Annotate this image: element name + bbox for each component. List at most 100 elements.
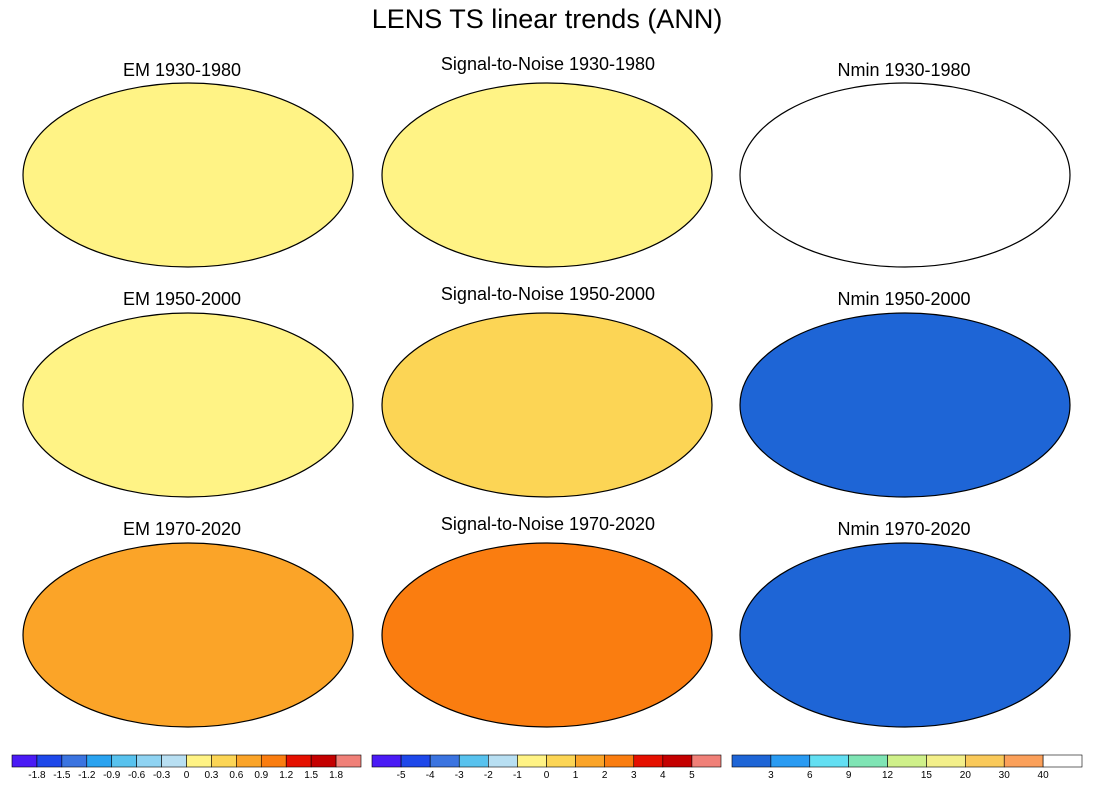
panel-title-em-1950-2000: EM 1950-2000: [122, 289, 242, 309]
panel-title-em-1930-1980: EM 1930-1980: [122, 60, 242, 80]
map-background: [740, 313, 1070, 497]
colorbar-swatch: [633, 754, 664, 768]
colorbar-tick-label: 6: [807, 770, 813, 781]
map-border: [22, 542, 354, 728]
colorbar-swatch: [335, 754, 362, 768]
map-background: [23, 83, 353, 267]
colorbar-swatch: [965, 754, 1005, 768]
colorbar-tick-label: -1.8: [28, 770, 46, 781]
map-panel-5: [739, 312, 1071, 498]
colorbar-tick-label: -4: [426, 770, 435, 781]
colorbar-tick-label: 15: [921, 770, 933, 781]
coastline: [656, 326, 689, 339]
colorbar-tick-label: -5: [397, 770, 406, 781]
map-background: [740, 543, 1070, 727]
colorbar-tick-label: 20: [960, 770, 972, 781]
colorbar-swatch: [848, 754, 888, 768]
colorbar-swatch: [731, 754, 772, 768]
map-panel-2: [739, 82, 1071, 268]
panel-title-snr-1930-1980: Signal-to-Noise 1930-1980: [440, 54, 656, 74]
colorbar-tick-label: 0.6: [229, 770, 243, 781]
colorbar-swatch: [546, 754, 576, 768]
colorbar-tick-label: 2: [602, 770, 608, 781]
map-border: [22, 312, 354, 498]
map-border: [22, 82, 354, 268]
colorbar-tick-label: -1: [513, 770, 522, 781]
map-panel-3: [22, 312, 354, 498]
colorbar-swatch: [186, 754, 212, 768]
coastline: [656, 96, 689, 109]
colorbar-swatch: [161, 754, 187, 768]
colorbar-swatch: [136, 754, 162, 768]
map-background: [382, 543, 712, 727]
coastline: [297, 96, 330, 109]
colorbar-tick-label: 0.9: [254, 770, 268, 781]
colorbar-swatch: [211, 754, 237, 768]
colorbar-swatch: [310, 754, 337, 768]
colorbar-swatch: [236, 754, 262, 768]
map-border: [739, 82, 1071, 268]
colorbar-tick-label: 3: [631, 770, 637, 781]
colorbar-swatch: [429, 754, 460, 768]
panel-title-nmin-1950-2000: Nmin 1950-2000: [837, 289, 971, 309]
coastline: [1014, 96, 1047, 109]
map-border: [381, 312, 713, 498]
colorbar-swatch: [86, 754, 113, 768]
colorbar-swatch: [1042, 754, 1083, 768]
colorbar-swatch: [36, 754, 63, 768]
colorbar-swatch: [458, 754, 489, 768]
coastline: [297, 556, 330, 569]
colorbar-swatch: [691, 754, 722, 768]
colorbar-swatch: [926, 754, 966, 768]
map-panel-6: [22, 542, 354, 728]
colorbar-em: -1.8 -1.5 -1.2 -0.9 -0.6 -0.3 0 0.3 0.6 0.9 1.2 1.5…: [11, 754, 362, 781]
colorbar-swatch: [1003, 754, 1044, 768]
colorbar-swatch: [662, 754, 693, 768]
map-background: [382, 83, 712, 267]
colorbar-swatch: [809, 754, 849, 768]
panel-title-nmin-1930-1980: Nmin 1930-1980: [837, 60, 971, 80]
colorbar-swatch: [488, 754, 518, 768]
colorbar-tick-label: -2: [484, 770, 493, 781]
colorbar-swatch: [371, 754, 402, 768]
map-background: [382, 313, 712, 497]
colorbar-tick-label: 1.8: [329, 770, 343, 781]
colorbar-swatch: [887, 754, 927, 768]
coastline: [656, 556, 689, 569]
colorbar-swatch: [517, 754, 547, 768]
map-border: [381, 82, 713, 268]
colorbar-swatch: [400, 754, 431, 768]
map-background: [740, 83, 1070, 267]
map-panel-8: [739, 542, 1071, 728]
colorbar-tick-label: -0.6: [128, 770, 146, 781]
coastline: [1014, 326, 1047, 339]
colorbar-swatch: [61, 754, 88, 768]
map-panel-4: [381, 312, 713, 498]
colorbar-swatch: [260, 754, 287, 768]
colorbar-tick-label: -1.5: [53, 770, 71, 781]
map-border: [381, 542, 713, 728]
colorbar-tick-label: 12: [882, 770, 894, 781]
colorbar-tick-label: 0.3: [204, 770, 218, 781]
map-background: [23, 543, 353, 727]
colorbar-tick-label: 30: [999, 770, 1011, 781]
map-border: [739, 542, 1071, 728]
panel-title-snr-1950-2000: Signal-to-Noise 1950-2000: [440, 284, 656, 304]
colorbar-tick-label: 0: [544, 770, 550, 781]
colorbar-tick-label: 4: [660, 770, 666, 781]
colorbar-nmin: 3 6 9 12 15 20 30 40: [731, 754, 1083, 781]
colorbar-tick-label: 5: [689, 770, 695, 781]
map-border: [739, 312, 1071, 498]
coastline: [1014, 556, 1047, 569]
colorbar-tick-label: 40: [1038, 770, 1050, 781]
colorbar-tick-label: 9: [846, 770, 852, 781]
colorbar-tick-label: -0.9: [103, 770, 121, 781]
colorbar-swatch: [11, 754, 38, 768]
colorbar-swatch: [111, 754, 137, 768]
colorbar-swatch: [575, 754, 605, 768]
colorbar-tick-label: 1: [573, 770, 579, 781]
panel-title-em-1970-2020: EM 1970-2020: [122, 519, 242, 539]
colorbar-snr: -5 -4 -3 -2 -1 0 1 2 3 4 5: [371, 754, 722, 781]
panel-title-snr-1970-2020: Signal-to-Noise 1970-2020: [440, 514, 656, 534]
